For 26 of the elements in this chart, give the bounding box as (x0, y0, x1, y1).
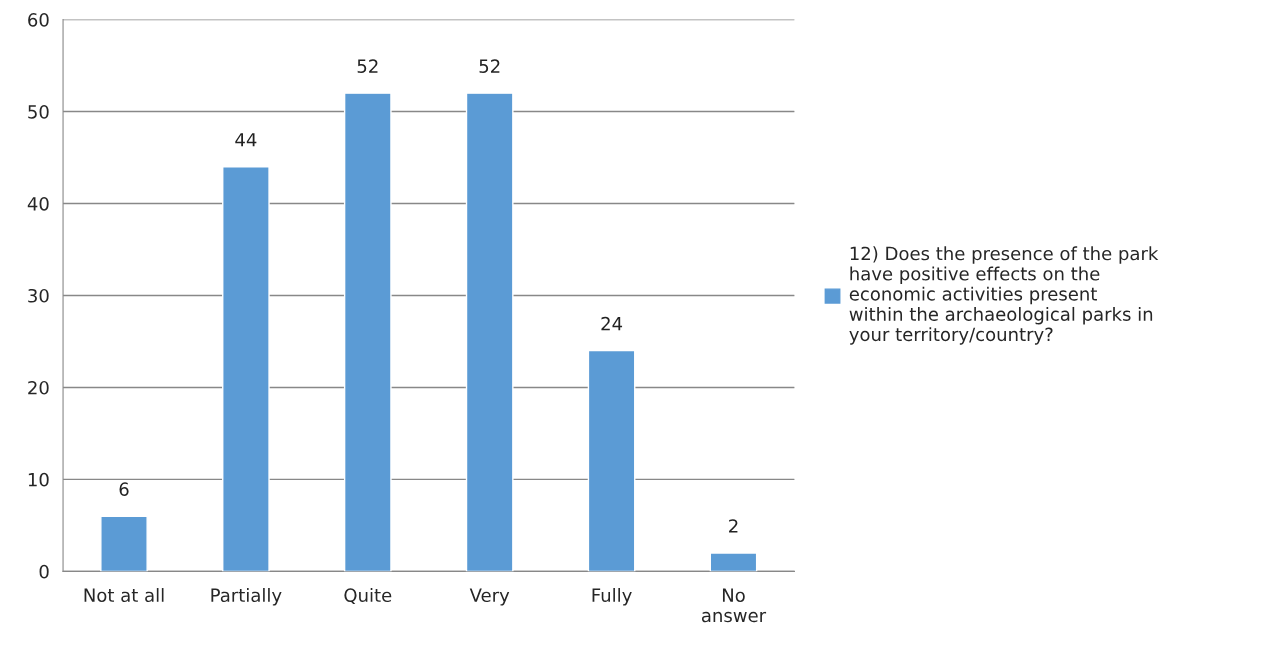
data-label: 2 (729, 519, 738, 533)
y-tick-label: 50 (28, 105, 49, 119)
data-label: 24 (601, 316, 623, 331)
bar (709, 552, 758, 572)
data-label: 6 (119, 482, 129, 497)
bar (100, 515, 148, 572)
data-label: 44 (235, 133, 257, 147)
bar (587, 349, 636, 572)
y-tick-label: 0 (39, 564, 49, 579)
y-tick-label: 20 (28, 380, 49, 395)
data-label: 52 (357, 59, 378, 73)
y-tick-label: 10 (28, 472, 49, 487)
data-label: 52 (479, 59, 500, 73)
x-tick-label: Fully (592, 588, 632, 606)
x-tick-label: Quite (344, 588, 392, 605)
y-tick-label: 60 (28, 13, 49, 27)
bar (465, 92, 514, 572)
bar (222, 166, 270, 572)
y-tick-label: 40 (27, 196, 49, 211)
x-tick-label: Partially (211, 588, 282, 606)
x-tick-label: Very (469, 588, 510, 606)
y-tick-label: 30 (28, 288, 49, 303)
legend-label: 12) Does the presence of the park have positive effects on the economic activities present within the archaeological parks in your territory/country? (849, 246, 1159, 345)
x-tick-label: Not at all (84, 588, 164, 603)
bar (343, 92, 392, 572)
x-tick-label: No answer (701, 588, 767, 623)
